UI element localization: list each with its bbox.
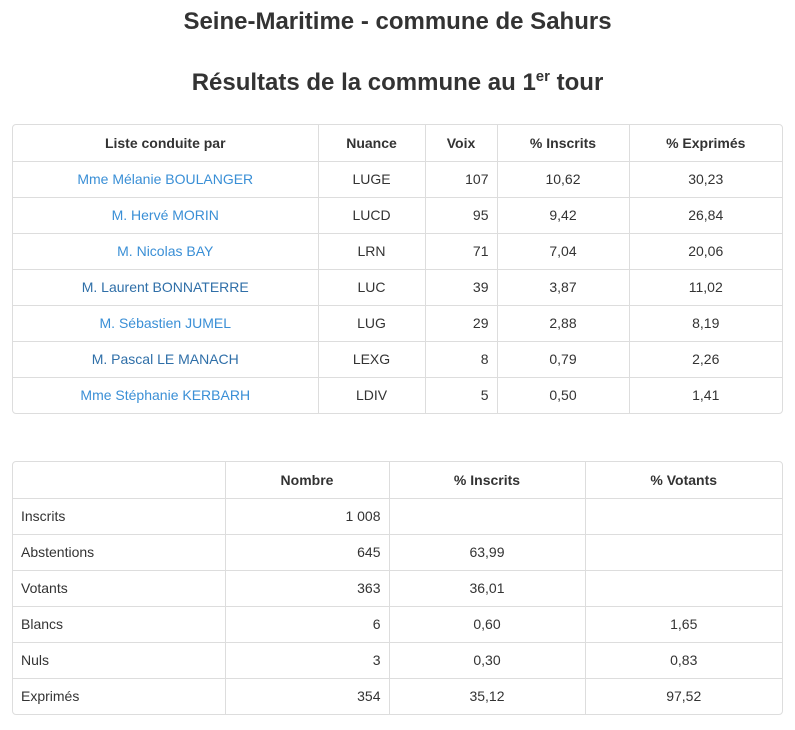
stats-label: Exprimés (13, 677, 226, 714)
results-cell: 20,06 (628, 232, 782, 270)
stats-cell: 354 (224, 677, 390, 714)
results-header: Liste conduite par (13, 125, 319, 162)
candidate-cell: M. Hervé MORIN (13, 196, 319, 234)
stats-label: Blancs (13, 605, 226, 643)
results-header: % Inscrits (496, 125, 630, 162)
subtitle-text: Résultats de la commune au 1 (191, 69, 536, 96)
results-cell: 7,04 (496, 232, 630, 270)
stats-header: % Votants (584, 462, 782, 499)
stats-cell: 0,60 (388, 605, 586, 643)
subtitle-sup: er (535, 68, 550, 85)
stats-cell: 97,52 (584, 677, 782, 714)
stats-row: Votants 363 36,01 (13, 569, 782, 607)
stats-row: Inscrits 1 008 (13, 498, 782, 535)
results-cell: 3,87 (496, 268, 630, 306)
results-cell: LUC (317, 268, 426, 306)
results-table: Liste conduite par Nuance Voix% Inscrits% … (12, 124, 783, 414)
stats-cell (584, 498, 782, 535)
stats-table: Nombre% Inscrits% Votants Inscrits 1 008 A… (12, 461, 783, 715)
results-cell: 2,88 (496, 304, 630, 342)
results-cell: 5 (424, 376, 498, 413)
candidate-cell: Mme Stéphanie KERBARH (13, 376, 319, 413)
results-cell: 9,42 (496, 196, 630, 234)
results-row: M. Pascal LE MANACH LEXG 8 0,79 2,26 (13, 340, 782, 378)
stats-cell: 1,65 (584, 605, 782, 643)
results-cell: LUG (317, 304, 426, 342)
results-row: M. Sébastien JUMEL LUG 29 2,88 8,19 (13, 304, 782, 342)
stats-cell (584, 533, 782, 571)
results-cell: 10,62 (496, 161, 630, 198)
results-cell: 2,26 (628, 340, 782, 378)
candidate-link[interactable]: M. Pascal LE MANACH (91, 351, 239, 367)
results-header: % Exprimés (628, 125, 782, 162)
page-title: Seine-Maritime - commune de Sahurs (183, 8, 612, 35)
results-row: M. Laurent BONNATERRE LUC 39 3,87 11,02 (13, 268, 782, 306)
results-row: Mme Stéphanie KERBARH LDIV 5 0,50 1,41 (13, 376, 782, 413)
results-cell: LRN (317, 232, 426, 270)
results-row: M. Nicolas BAY LRN 71 7,04 20,06 (13, 232, 782, 270)
results-cell: 107 (424, 161, 498, 198)
candidate-link[interactable]: M. Laurent BONNATERRE (81, 279, 249, 295)
results-cell: LDIV (317, 376, 426, 413)
candidate-cell: Mme Mélanie BOULANGER (13, 161, 319, 198)
results-cell: 0,79 (496, 340, 630, 378)
subtitle-after: tour (549, 69, 604, 96)
stats-header (13, 462, 226, 499)
stats-header: Nombre (224, 462, 390, 499)
candidate-cell: M. Sébastien JUMEL (13, 304, 319, 342)
stats-row: Nuls 3 0,30 0,83 (13, 641, 782, 679)
results-cell: 1,41 (628, 376, 782, 413)
candidate-cell: M. Pascal LE MANACH (13, 340, 319, 378)
candidate-link[interactable]: M. Nicolas BAY (117, 243, 214, 259)
results-header: Voix (424, 125, 498, 162)
candidate-link[interactable]: Mme Stéphanie KERBARH (80, 387, 251, 404)
stats-header: % Inscrits (388, 462, 586, 499)
results-header: Nuance (317, 125, 426, 162)
candidate-link[interactable]: M. Sébastien JUMEL (99, 315, 232, 331)
results-cell: 29 (424, 304, 498, 342)
stats-cell (584, 569, 782, 607)
results-row: M. Hervé MORIN LUCD 95 9,42 26,84 (13, 196, 782, 234)
page-subtitle: Résultats de la commune au 1er tour (0, 68, 795, 97)
stats-cell (388, 498, 586, 535)
results-cell: 8 (424, 340, 498, 378)
candidate-link[interactable]: M. Hervé MORIN (111, 207, 219, 223)
stats-cell: 36,01 (388, 569, 586, 607)
stats-cell: 63,99 (388, 533, 586, 571)
stats-cell: 0,30 (388, 641, 586, 679)
results-cell: LUGE (317, 161, 426, 198)
results-cell: 39 (424, 268, 498, 306)
results-row: Mme Mélanie BOULANGER LUGE 107 10,62 30,23 (13, 161, 782, 198)
stats-label: Inscrits (13, 498, 226, 535)
results-cell: 95 (424, 196, 498, 234)
stats-row: Exprimés 354 35,12 97,52 (13, 677, 782, 714)
candidate-cell: M. Laurent BONNATERRE (13, 268, 319, 306)
stats-cell: 3 (224, 641, 390, 679)
candidate-link[interactable]: Mme Mélanie BOULANGER (77, 171, 254, 187)
stats-cell: 1 008 (224, 498, 390, 535)
stats-cell: 35,12 (388, 677, 586, 714)
stats-cell: 363 (224, 569, 390, 607)
stats-row: Abstentions 645 63,99 (13, 533, 782, 571)
results-cell: 30,23 (628, 161, 782, 198)
results-cell: 11,02 (628, 268, 782, 306)
results-cell: 26,84 (628, 196, 782, 234)
candidate-cell: M. Nicolas BAY (13, 232, 319, 270)
stats-label: Nuls (13, 641, 226, 679)
results-cell: 71 (424, 232, 498, 270)
stats-label: Votants (13, 569, 226, 607)
stats-cell: 6 (224, 605, 390, 643)
results-cell: 0,50 (496, 376, 630, 413)
stats-cell: 0,83 (584, 641, 782, 679)
stats-row: Blancs 6 0,60 1,65 (13, 605, 782, 643)
results-cell: LEXG (317, 340, 426, 378)
results-cell: 8,19 (628, 304, 782, 342)
results-cell: LUCD (317, 196, 426, 234)
stats-label: Abstentions (13, 533, 226, 571)
stats-cell: 645 (224, 533, 390, 571)
